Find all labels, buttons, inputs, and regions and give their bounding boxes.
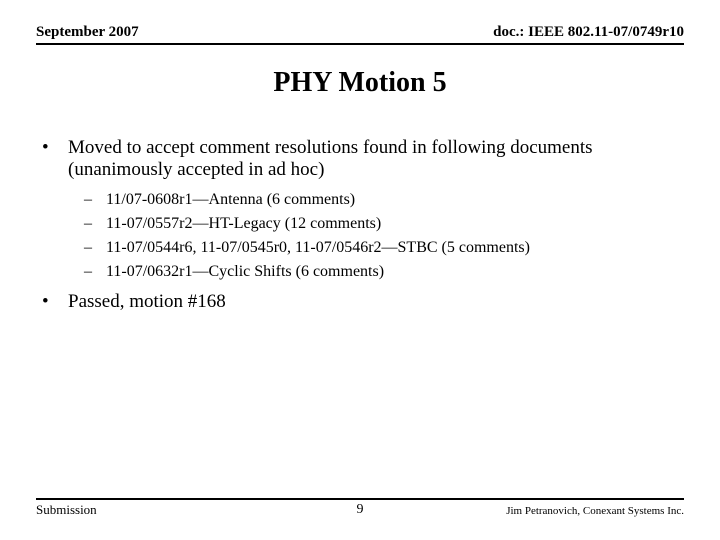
bullet-text: Moved to accept comment resolutions foun… [68, 137, 684, 181]
slide-title: PHY Motion 5 [36, 67, 684, 99]
slide-footer: Submission 9 Jim Petranovich, Conexant S… [36, 498, 684, 518]
slide-header: September 2007 doc.: IEEE 802.11-07/0749… [36, 24, 684, 45]
dash-marker: – [84, 239, 106, 257]
dash-marker: – [84, 191, 106, 209]
dash-marker: – [84, 215, 106, 233]
bullet-item: • Passed, motion #168 [36, 291, 684, 313]
footer-author: Jim Petranovich, Conexant Systems Inc. [506, 505, 684, 517]
slide-page: September 2007 doc.: IEEE 802.11-07/0749… [0, 0, 720, 540]
header-docnum: doc.: IEEE 802.11-07/0749r10 [493, 24, 684, 41]
bullet-marker: • [36, 291, 68, 313]
bullet-marker: • [36, 137, 68, 159]
sub-text: 11-07/0544r6, 11-07/0545r0, 11-07/0546r2… [106, 239, 530, 257]
sub-text: 11/07-0608r1—Antenna (6 comments) [106, 191, 355, 209]
sub-text: 11-07/0632r1—Cyclic Shifts (6 comments) [106, 263, 384, 281]
sub-item: – 11-07/0557r2—HT-Legacy (12 comments) [84, 215, 684, 233]
slide-content: • Moved to accept comment resolutions fo… [36, 137, 684, 313]
sub-text: 11-07/0557r2—HT-Legacy (12 comments) [106, 215, 381, 233]
dash-marker: – [84, 263, 106, 281]
sub-list: – 11/07-0608r1—Antenna (6 comments) – 11… [84, 191, 684, 281]
bullet-text: Passed, motion #168 [68, 291, 684, 313]
header-date: September 2007 [36, 24, 139, 41]
footer-left: Submission [36, 502, 97, 518]
sub-item: – 11-07/0544r6, 11-07/0545r0, 11-07/0546… [84, 239, 684, 257]
sub-item: – 11/07-0608r1—Antenna (6 comments) [84, 191, 684, 209]
sub-item: – 11-07/0632r1—Cyclic Shifts (6 comments… [84, 263, 684, 281]
bullet-item: • Moved to accept comment resolutions fo… [36, 137, 684, 181]
